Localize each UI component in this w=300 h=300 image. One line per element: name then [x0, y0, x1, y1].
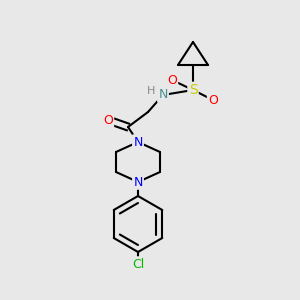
Text: Cl: Cl — [132, 257, 144, 271]
Text: S: S — [189, 83, 197, 97]
Text: H: H — [147, 86, 155, 96]
Text: N: N — [133, 176, 143, 188]
Text: N: N — [158, 88, 168, 101]
Text: O: O — [167, 74, 177, 86]
Text: O: O — [103, 113, 113, 127]
Text: N: N — [133, 136, 143, 148]
Text: O: O — [208, 94, 218, 106]
